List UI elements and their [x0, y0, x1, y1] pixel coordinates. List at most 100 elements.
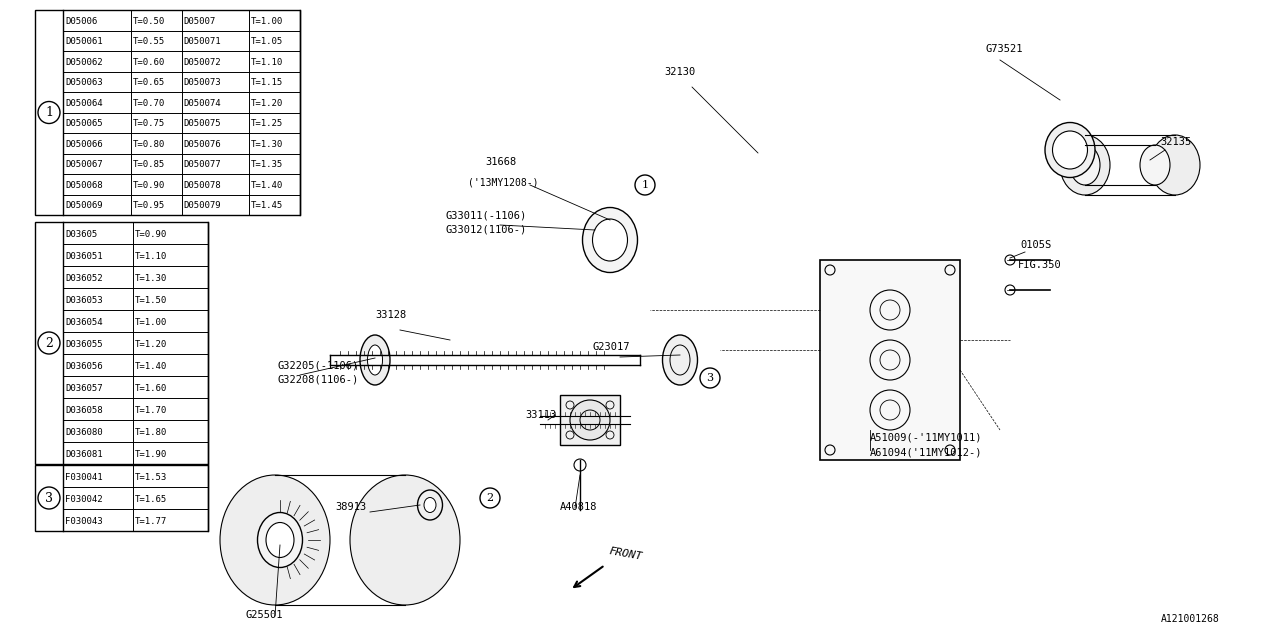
Text: A51009(-'11MY1011): A51009(-'11MY1011) [870, 432, 983, 442]
Ellipse shape [663, 335, 698, 385]
Text: 33128: 33128 [375, 310, 406, 320]
Text: D050066: D050066 [65, 140, 102, 148]
Text: 2: 2 [486, 493, 494, 503]
Text: T=1.80: T=1.80 [134, 428, 168, 436]
Text: D050065: D050065 [65, 119, 102, 128]
Text: D050062: D050062 [65, 58, 102, 67]
Text: F030043: F030043 [65, 516, 102, 525]
Text: G33011(-1106): G33011(-1106) [445, 210, 526, 220]
Text: D036057: D036057 [65, 383, 102, 392]
Text: T=1.70: T=1.70 [134, 406, 168, 415]
Text: A121001268: A121001268 [1161, 614, 1220, 624]
Text: T=1.30: T=1.30 [134, 274, 168, 283]
Text: 1: 1 [641, 180, 649, 190]
Text: 32130: 32130 [664, 67, 695, 77]
Text: T=1.25: T=1.25 [251, 119, 283, 128]
Ellipse shape [367, 345, 383, 375]
Text: T=0.85: T=0.85 [133, 160, 165, 169]
Text: T=1.15: T=1.15 [251, 78, 283, 87]
Text: T=1.10: T=1.10 [251, 58, 283, 67]
Bar [35, 222, 209, 464]
Text: D050067: D050067 [65, 160, 102, 169]
Text: T=0.70: T=0.70 [133, 99, 165, 108]
Text: D050075: D050075 [183, 119, 221, 128]
Text: D036053: D036053 [65, 296, 102, 305]
Text: G32205(-1106): G32205(-1106) [276, 360, 358, 370]
Text: T=0.80: T=0.80 [133, 140, 165, 148]
Ellipse shape [349, 475, 460, 605]
Text: ('13MY1208-): ('13MY1208-) [468, 177, 539, 187]
Text: T=1.00: T=1.00 [134, 317, 168, 326]
Text: T=1.53: T=1.53 [134, 472, 168, 482]
Text: D05006: D05006 [65, 17, 97, 26]
Bar [35, 10, 300, 215]
Ellipse shape [1149, 135, 1201, 195]
Text: G33012(1106-): G33012(1106-) [445, 224, 526, 234]
Text: D05007: D05007 [183, 17, 216, 26]
Text: F030041: F030041 [65, 472, 102, 482]
Text: D036055: D036055 [65, 340, 102, 349]
Bar [820, 260, 960, 460]
Text: 33113: 33113 [525, 410, 557, 420]
Ellipse shape [1052, 131, 1088, 169]
Ellipse shape [424, 497, 436, 513]
Text: T=1.90: T=1.90 [134, 450, 168, 459]
Text: 31668: 31668 [485, 157, 516, 167]
Text: D050074: D050074 [183, 99, 221, 108]
Text: D050063: D050063 [65, 78, 102, 87]
Text: D050077: D050077 [183, 160, 221, 169]
Text: T=0.75: T=0.75 [133, 119, 165, 128]
Text: T=1.05: T=1.05 [251, 37, 283, 46]
Text: T=1.45: T=1.45 [251, 201, 283, 211]
Text: T=0.55: T=0.55 [133, 37, 165, 46]
Text: 2: 2 [45, 337, 52, 349]
Text: A61094('11MY1012-): A61094('11MY1012-) [870, 447, 983, 457]
Ellipse shape [1070, 145, 1100, 185]
Text: D050079: D050079 [183, 201, 221, 211]
Text: G73521: G73521 [986, 44, 1023, 54]
Text: G23017: G23017 [593, 342, 630, 352]
Text: D050071: D050071 [183, 37, 221, 46]
Text: D050064: D050064 [65, 99, 102, 108]
Text: D036056: D036056 [65, 362, 102, 371]
Text: D050061: D050061 [65, 37, 102, 46]
Bar [35, 465, 209, 531]
Text: T=0.50: T=0.50 [133, 17, 165, 26]
Text: D036051: D036051 [65, 252, 102, 260]
Text: A40818: A40818 [561, 502, 598, 512]
Text: 32135: 32135 [1160, 137, 1192, 147]
Text: D036080: D036080 [65, 428, 102, 436]
Text: D03605: D03605 [65, 230, 97, 239]
Text: T=1.10: T=1.10 [134, 252, 168, 260]
Text: G32208(1106-): G32208(1106-) [276, 374, 358, 384]
Text: 3: 3 [45, 492, 52, 504]
Text: F030042: F030042 [65, 495, 102, 504]
Text: T=0.90: T=0.90 [134, 230, 168, 239]
Text: T=1.30: T=1.30 [251, 140, 283, 148]
Text: D050073: D050073 [183, 78, 221, 87]
Ellipse shape [1140, 145, 1170, 185]
Ellipse shape [417, 490, 443, 520]
Ellipse shape [1060, 135, 1110, 195]
Circle shape [570, 400, 611, 440]
Text: T=0.65: T=0.65 [133, 78, 165, 87]
Text: D050078: D050078 [183, 180, 221, 190]
Text: D050076: D050076 [183, 140, 221, 148]
Ellipse shape [582, 207, 637, 273]
Text: G25501: G25501 [244, 610, 283, 620]
Ellipse shape [220, 475, 330, 605]
Text: FRONT: FRONT [608, 547, 643, 562]
Ellipse shape [593, 219, 627, 261]
Text: D036058: D036058 [65, 406, 102, 415]
Text: T=0.60: T=0.60 [133, 58, 165, 67]
Ellipse shape [360, 335, 390, 385]
Text: D050072: D050072 [183, 58, 221, 67]
Text: 3: 3 [707, 373, 713, 383]
Text: T=1.40: T=1.40 [134, 362, 168, 371]
Text: T=1.20: T=1.20 [134, 340, 168, 349]
Text: T=0.95: T=0.95 [133, 201, 165, 211]
Bar [561, 395, 620, 445]
Ellipse shape [266, 522, 294, 557]
Ellipse shape [257, 513, 302, 568]
Text: T=1.00: T=1.00 [251, 17, 283, 26]
